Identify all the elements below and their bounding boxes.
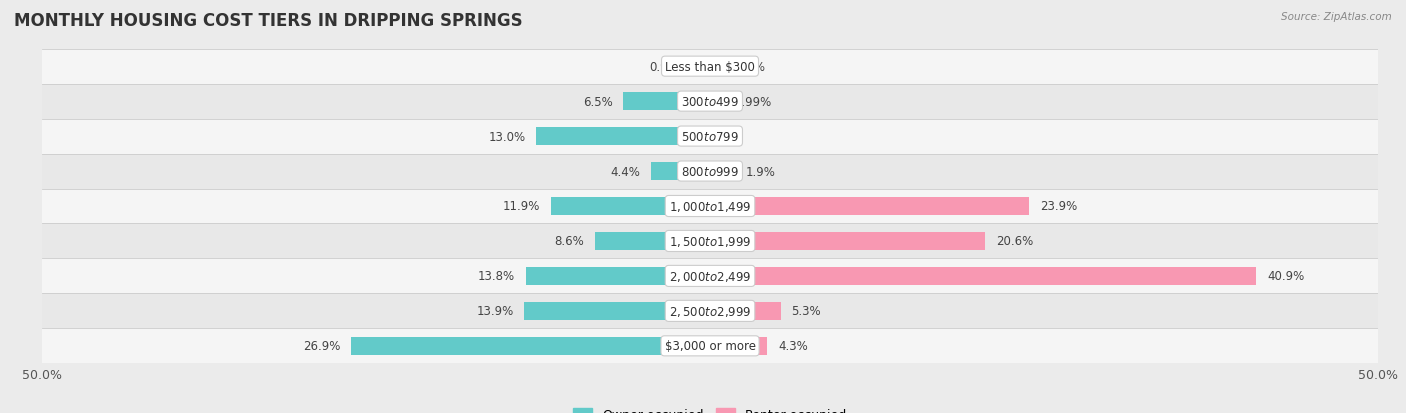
Text: 23.9%: 23.9%: [1040, 200, 1077, 213]
Text: 13.8%: 13.8%: [478, 270, 515, 283]
Bar: [710, 163, 735, 181]
Bar: [42, 50, 1378, 84]
Text: $3,000 or more: $3,000 or more: [665, 339, 755, 352]
Text: $800 to $999: $800 to $999: [681, 165, 740, 178]
Text: 1.9%: 1.9%: [747, 165, 776, 178]
Text: $2,500 to $2,999: $2,500 to $2,999: [669, 304, 751, 318]
Bar: [710, 302, 780, 320]
Text: 4.4%: 4.4%: [610, 165, 641, 178]
Text: $500 to $799: $500 to $799: [681, 130, 740, 143]
Text: $2,000 to $2,499: $2,000 to $2,499: [669, 269, 751, 283]
Text: 11.9%: 11.9%: [503, 200, 540, 213]
Bar: [42, 119, 1378, 154]
Text: 0.99%: 0.99%: [734, 95, 770, 108]
Text: $1,000 to $1,499: $1,000 to $1,499: [669, 199, 751, 214]
Bar: [42, 294, 1378, 329]
Bar: [697, 58, 710, 76]
Bar: [595, 232, 710, 250]
Bar: [623, 93, 710, 111]
Text: 4.3%: 4.3%: [778, 339, 808, 352]
Legend: Owner-occupied, Renter-occupied: Owner-occupied, Renter-occupied: [568, 404, 852, 413]
Bar: [42, 259, 1378, 294]
Bar: [42, 224, 1378, 259]
Text: 20.6%: 20.6%: [995, 235, 1033, 248]
Bar: [651, 163, 710, 181]
Bar: [524, 302, 710, 320]
Bar: [536, 128, 710, 146]
Text: Less than $300: Less than $300: [665, 61, 755, 74]
Bar: [710, 58, 717, 76]
Bar: [710, 232, 986, 250]
Bar: [710, 197, 1029, 216]
Text: 6.5%: 6.5%: [582, 95, 613, 108]
Text: 13.9%: 13.9%: [477, 305, 513, 318]
Bar: [350, 337, 710, 355]
Text: 0.97%: 0.97%: [650, 61, 686, 74]
Text: MONTHLY HOUSING COST TIERS IN DRIPPING SPRINGS: MONTHLY HOUSING COST TIERS IN DRIPPING S…: [14, 12, 523, 30]
Text: Source: ZipAtlas.com: Source: ZipAtlas.com: [1281, 12, 1392, 22]
Text: $300 to $499: $300 to $499: [681, 95, 740, 108]
Text: 13.0%: 13.0%: [488, 130, 526, 143]
Bar: [526, 267, 710, 285]
Bar: [551, 197, 710, 216]
Text: 5.3%: 5.3%: [792, 305, 821, 318]
Text: $1,500 to $1,999: $1,500 to $1,999: [669, 235, 751, 248]
Bar: [42, 329, 1378, 363]
Bar: [42, 154, 1378, 189]
Bar: [710, 93, 723, 111]
Text: 0.55%: 0.55%: [728, 61, 765, 74]
Text: 26.9%: 26.9%: [302, 339, 340, 352]
Bar: [42, 84, 1378, 119]
Bar: [710, 267, 1257, 285]
Bar: [42, 189, 1378, 224]
Text: 40.9%: 40.9%: [1267, 270, 1305, 283]
Bar: [710, 337, 768, 355]
Text: 8.6%: 8.6%: [555, 235, 585, 248]
